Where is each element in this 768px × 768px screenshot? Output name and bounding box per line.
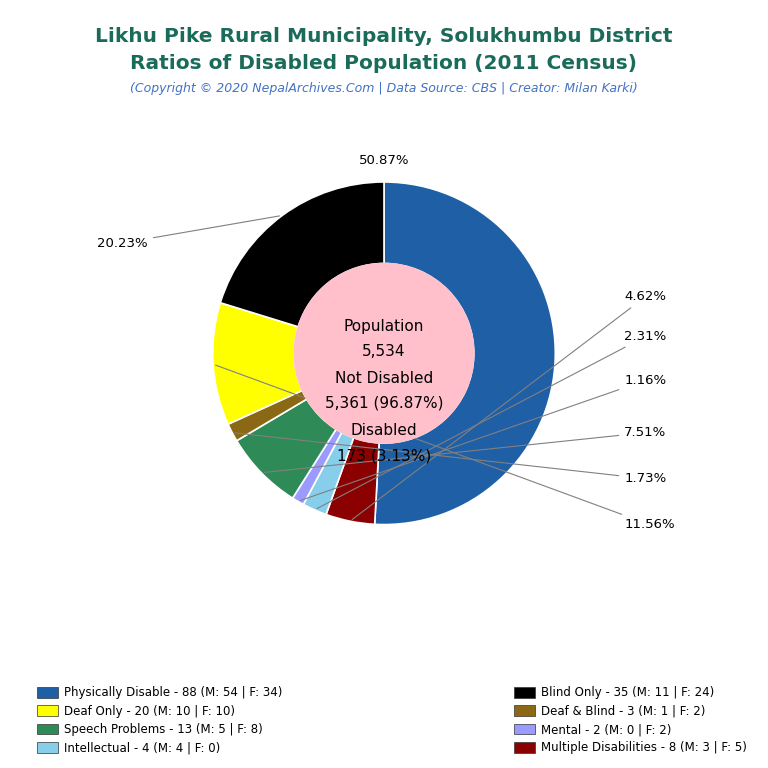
Text: Population: Population bbox=[344, 319, 424, 333]
Circle shape bbox=[294, 263, 474, 443]
Wedge shape bbox=[375, 182, 555, 525]
Text: Not Disabled: Not Disabled bbox=[335, 371, 433, 386]
Text: 20.23%: 20.23% bbox=[98, 216, 280, 250]
Text: 173 (3.13%): 173 (3.13%) bbox=[337, 449, 431, 463]
Text: Likhu Pike Rural Municipality, Solukhumbu District: Likhu Pike Rural Municipality, Solukhumb… bbox=[95, 27, 673, 46]
Text: Ratios of Disabled Population (2011 Census): Ratios of Disabled Population (2011 Cens… bbox=[131, 54, 637, 73]
Wedge shape bbox=[220, 182, 384, 326]
Text: 5,361 (96.87%): 5,361 (96.87%) bbox=[325, 396, 443, 411]
Wedge shape bbox=[293, 429, 342, 505]
Wedge shape bbox=[237, 399, 336, 498]
Wedge shape bbox=[326, 438, 379, 525]
Text: 50.87%: 50.87% bbox=[359, 154, 409, 167]
Text: 1.16%: 1.16% bbox=[300, 374, 667, 501]
Wedge shape bbox=[213, 303, 303, 424]
Text: 7.51%: 7.51% bbox=[264, 426, 667, 472]
Legend: Blind Only - 35 (M: 11 | F: 24), Deaf & Blind - 3 (M: 1 | F: 2), Mental - 2 (M: : Blind Only - 35 (M: 11 | F: 24), Deaf & … bbox=[514, 687, 746, 754]
Text: 1.73%: 1.73% bbox=[235, 433, 667, 485]
Legend: Physically Disable - 88 (M: 54 | F: 34), Deaf Only - 20 (M: 10 | F: 10), Speech : Physically Disable - 88 (M: 54 | F: 34),… bbox=[37, 687, 282, 754]
Text: 11.56%: 11.56% bbox=[216, 365, 675, 531]
Wedge shape bbox=[228, 390, 306, 441]
Text: 2.31%: 2.31% bbox=[317, 330, 667, 508]
Wedge shape bbox=[303, 432, 353, 515]
Text: 4.62%: 4.62% bbox=[353, 290, 666, 519]
Text: Disabled: Disabled bbox=[351, 423, 417, 438]
Text: (Copyright © 2020 NepalArchives.Com | Data Source: CBS | Creator: Milan Karki): (Copyright © 2020 NepalArchives.Com | Da… bbox=[130, 82, 638, 95]
Text: 5,534: 5,534 bbox=[362, 344, 406, 359]
